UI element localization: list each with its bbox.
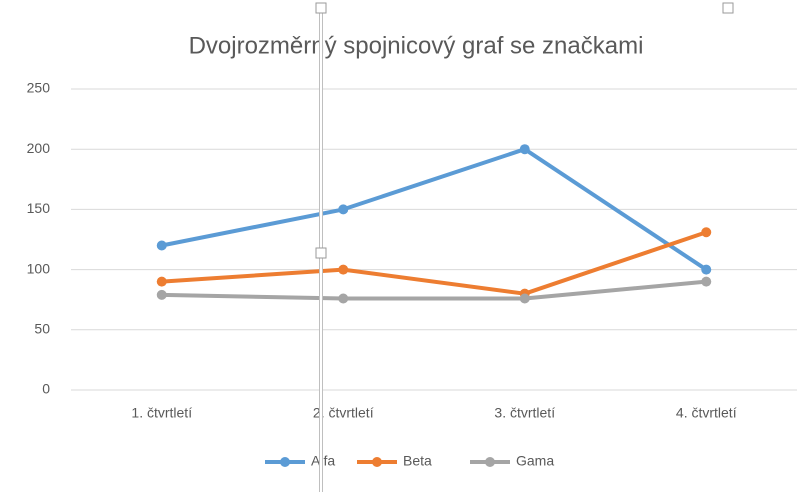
legend-marker	[280, 457, 290, 467]
x-tick-label: 2. čtvrtletí	[313, 405, 374, 421]
legend-label: Alfa	[311, 453, 335, 469]
plot-area: 0 50 100 150 200 250 1. čtvrtletí 2. čtvrtletí 3…	[27, 80, 797, 421]
series-line	[159, 279, 709, 301]
chart-title: Dvojrozměrný spojnicový graf se značkami	[189, 32, 644, 59]
marker	[338, 264, 349, 275]
legend-marker	[372, 457, 382, 467]
y-tick-label: 50	[34, 321, 50, 337]
y-tick-label: 100	[27, 260, 51, 276]
series-line	[159, 147, 709, 272]
marker	[519, 144, 530, 155]
resize-handle[interactable]	[315, 247, 327, 259]
marker	[338, 293, 349, 304]
x-tick-label: 1. čtvrtletí	[131, 405, 192, 421]
y-tick-label: 150	[27, 200, 51, 216]
x-tick-label: 3. čtvrtletí	[494, 405, 555, 421]
y-tick-label: 250	[27, 80, 51, 96]
legend-marker	[485, 457, 495, 467]
y-tick-label: 200	[27, 140, 51, 156]
resize-handle[interactable]	[722, 2, 734, 14]
resize-handle[interactable]	[315, 2, 327, 14]
y-tick-label: 0	[42, 381, 50, 397]
marker	[519, 293, 530, 304]
marker	[156, 240, 167, 251]
legend: Alfa Beta Gama	[265, 453, 554, 469]
marker	[701, 227, 712, 238]
marker	[701, 276, 712, 287]
series-line	[159, 230, 709, 296]
x-tick-label: 4. čtvrtletí	[676, 405, 737, 421]
legend-label: Beta	[403, 453, 432, 469]
marker	[156, 289, 167, 300]
legend-label: Gama	[516, 453, 554, 469]
marker	[156, 276, 167, 287]
marker	[701, 264, 712, 275]
marker	[338, 204, 349, 215]
